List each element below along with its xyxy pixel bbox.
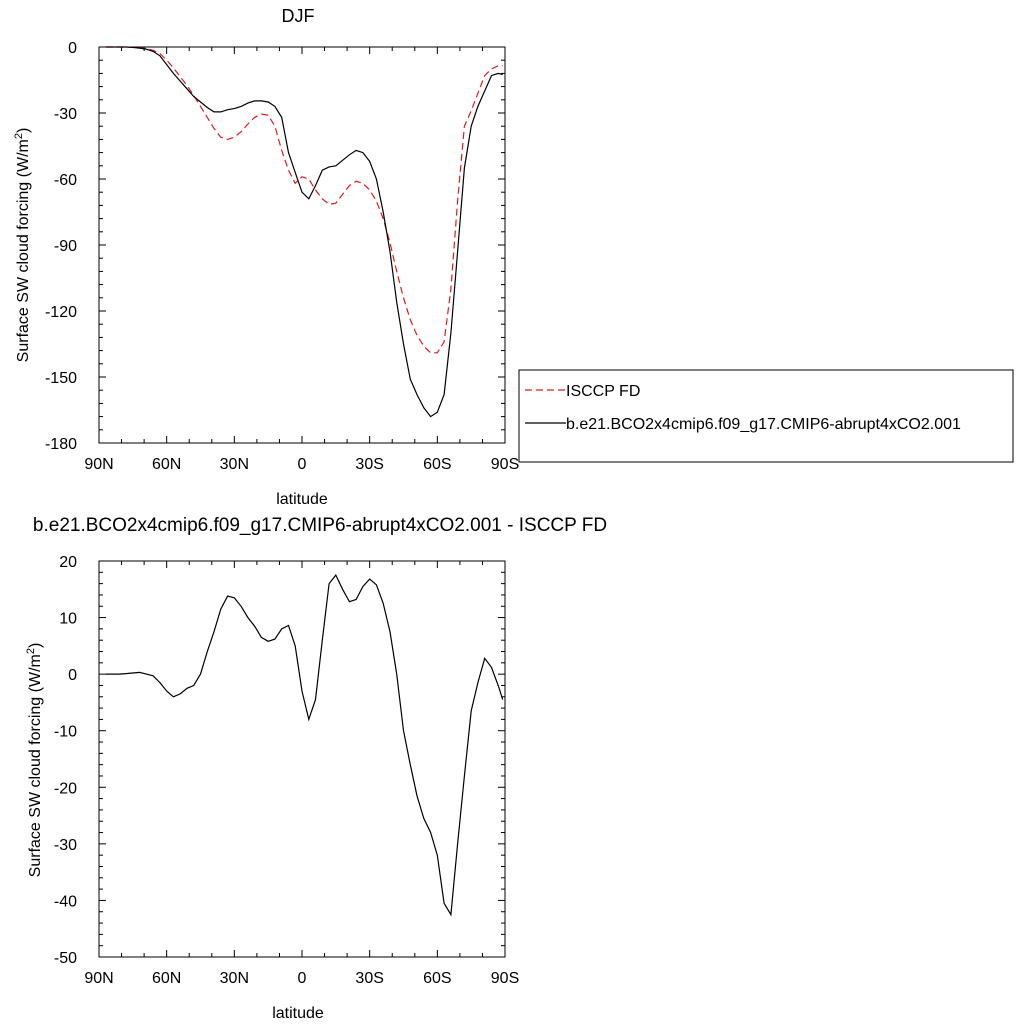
panel-top-ylabel-sup: 2 — [13, 133, 25, 139]
x-tick-label: 30S — [355, 970, 383, 987]
y-tick-label: -90 — [54, 238, 77, 255]
series-line-1 — [105, 46, 503, 418]
panel-bottom-title: b.e21.BCO2x4cmip6.f09_g17.CMIP6-abrupt4x… — [33, 515, 607, 536]
y-tick-label: -150 — [45, 370, 77, 387]
y-tick-label: 0 — [68, 40, 77, 57]
x-tick-label: 60N — [152, 456, 181, 473]
legend-label-isccp: ISCCP FD — [566, 383, 640, 400]
x-tick-label: 30N — [220, 970, 249, 987]
legend-box — [518, 369, 1014, 463]
panel-top-xlabel: latitude — [276, 491, 328, 508]
panel-top-ylabel-close: ) — [15, 128, 32, 133]
x-tick-label: 90N — [84, 970, 113, 987]
x-tick-label: 60N — [152, 970, 181, 987]
panel-top-ticks: 90N 60N 30N 0 30S 60S 90S 0 -30 -60 -90 -120 -150 -18… — [45, 40, 519, 473]
panel-bottom: b.e21.BCO2x4cmip6.f09_g17.CMIP6-abrupt4x… — [25, 515, 607, 1022]
x-tick-label: 90S — [491, 970, 519, 987]
series-line-0 — [105, 46, 503, 354]
x-tick-label: 90S — [491, 456, 519, 473]
y-tick-label: -120 — [45, 304, 77, 321]
y-tick-label: 0 — [68, 667, 77, 684]
panel-bottom-ylabel-main: Surface SW cloud forcing (W/m — [27, 654, 44, 877]
x-tick-label: 0 — [298, 970, 307, 987]
panel-top-ylabel: Surface SW cloud forcing (W/m2) — [13, 128, 32, 363]
y-tick-label: 10 — [59, 611, 77, 628]
panel-top-title: DJF — [282, 6, 315, 26]
panel-bottom-ticks: 90N 60N 30N 0 30S 60S 90S 20 10 0 -10 -20 -30 -40 -50 — [54, 554, 519, 987]
panel-bottom-ylabel-sup: 2 — [25, 648, 37, 654]
panel-bottom-xlabel: latitude — [272, 1005, 324, 1022]
x-tick-label: 90N — [84, 456, 113, 473]
panel-top-series — [105, 46, 503, 418]
y-tick-label: -50 — [54, 950, 77, 967]
series-line-0 — [105, 573, 504, 917]
panel-top: DJF 90N 60N 30N 0 30S 60S 90S 0 -30 -60 -90 -120 -15… — [13, 6, 1014, 508]
legend-label-model: b.e21.BCO2x4cmip6.f09_g17.CMIP6-abrupt4x… — [566, 416, 961, 433]
panel-bottom-ylabel-close: ) — [27, 643, 44, 648]
panel-top-ylabel-main: Surface SW cloud forcing (W/m — [15, 139, 32, 362]
x-tick-label: 30N — [220, 456, 249, 473]
panel-bottom-ylabel: Surface SW cloud forcing (W/m2) — [25, 643, 44, 878]
y-tick-label: -180 — [45, 436, 77, 453]
y-tick-label: -40 — [54, 893, 77, 910]
legend: ISCCP FD b.e21.BCO2x4cmip6.f09_g17.CMIP6… — [518, 369, 1014, 463]
panel-bottom-plot-frame — [98, 560, 506, 958]
x-tick-label: 0 — [298, 456, 307, 473]
panel-bottom-series — [105, 573, 504, 917]
x-tick-label: 60S — [423, 456, 451, 473]
y-tick-label: -30 — [54, 837, 77, 854]
y-tick-label: -10 — [54, 724, 77, 741]
y-tick-label: -30 — [54, 106, 77, 123]
x-tick-label: 30S — [355, 456, 383, 473]
y-tick-label: -20 — [54, 780, 77, 797]
y-tick-label: -60 — [54, 172, 77, 189]
y-tick-label: 20 — [59, 554, 77, 571]
panel-top-plot-frame — [98, 46, 506, 444]
x-tick-label: 60S — [423, 970, 451, 987]
